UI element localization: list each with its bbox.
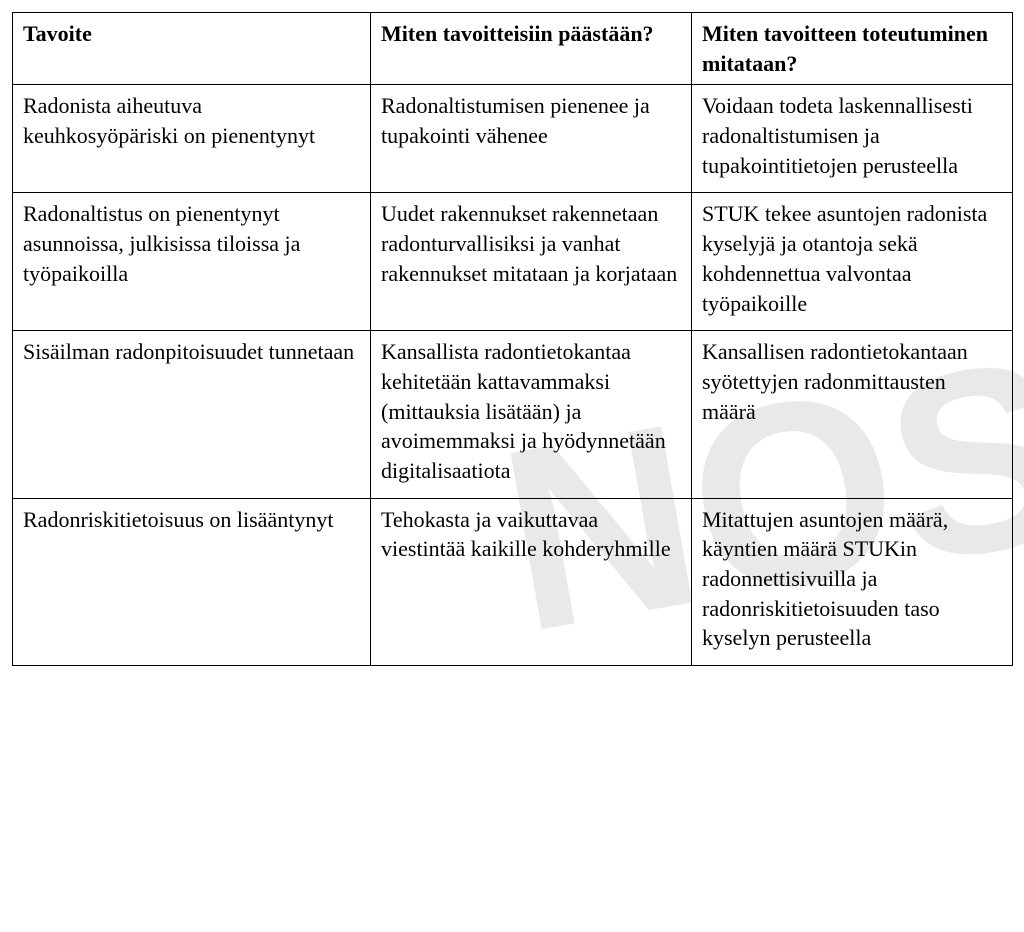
cell-goal: Radonriskitietoisuus on lisääntynyt	[13, 498, 371, 665]
cell-how: Kansallista radontietokantaa kehitetään …	[371, 331, 692, 498]
col-header-goal: Tavoite	[13, 13, 371, 85]
col-header-measure: Miten tavoitteen toteutuminen mitataan?	[692, 13, 1013, 85]
table-row: Sisäilman radonpitoisuudet tunnetaan Kan…	[13, 331, 1013, 498]
col-header-how: Miten tavoitteisiin päästään?	[371, 13, 692, 85]
cell-how: Tehokasta ja vaikuttavaa viestintää kaik…	[371, 498, 692, 665]
cell-goal: Radonaltistus on pienentynyt asunnoissa,…	[13, 193, 371, 331]
cell-measure: Kansallisen radontietokantaan syötettyje…	[692, 331, 1013, 498]
table-header-row: Tavoite Miten tavoitteisiin päästään? Mi…	[13, 13, 1013, 85]
cell-how: Radonaltistumisen pienenee ja tupakointi…	[371, 85, 692, 193]
table-row: Radonaltistus on pienentynyt asunnoissa,…	[13, 193, 1013, 331]
table-row: Radonista aiheutuva keuhkosyöpäriski on …	[13, 85, 1013, 193]
cell-goal: Sisäilman radonpitoisuudet tunnetaan	[13, 331, 371, 498]
goals-table: Tavoite Miten tavoitteisiin päästään? Mi…	[12, 12, 1013, 666]
cell-measure: Voidaan todeta laskennallisesti radonalt…	[692, 85, 1013, 193]
table-row: Radonriskitietoisuus on lisääntynyt Teho…	[13, 498, 1013, 665]
cell-how: Uudet rakennukset rakennetaan radonturva…	[371, 193, 692, 331]
cell-goal: Radonista aiheutuva keuhkosyöpäriski on …	[13, 85, 371, 193]
cell-measure: Mitattujen asuntojen määrä, käyntien mää…	[692, 498, 1013, 665]
cell-measure: STUK tekee asuntojen radonista kyselyjä …	[692, 193, 1013, 331]
